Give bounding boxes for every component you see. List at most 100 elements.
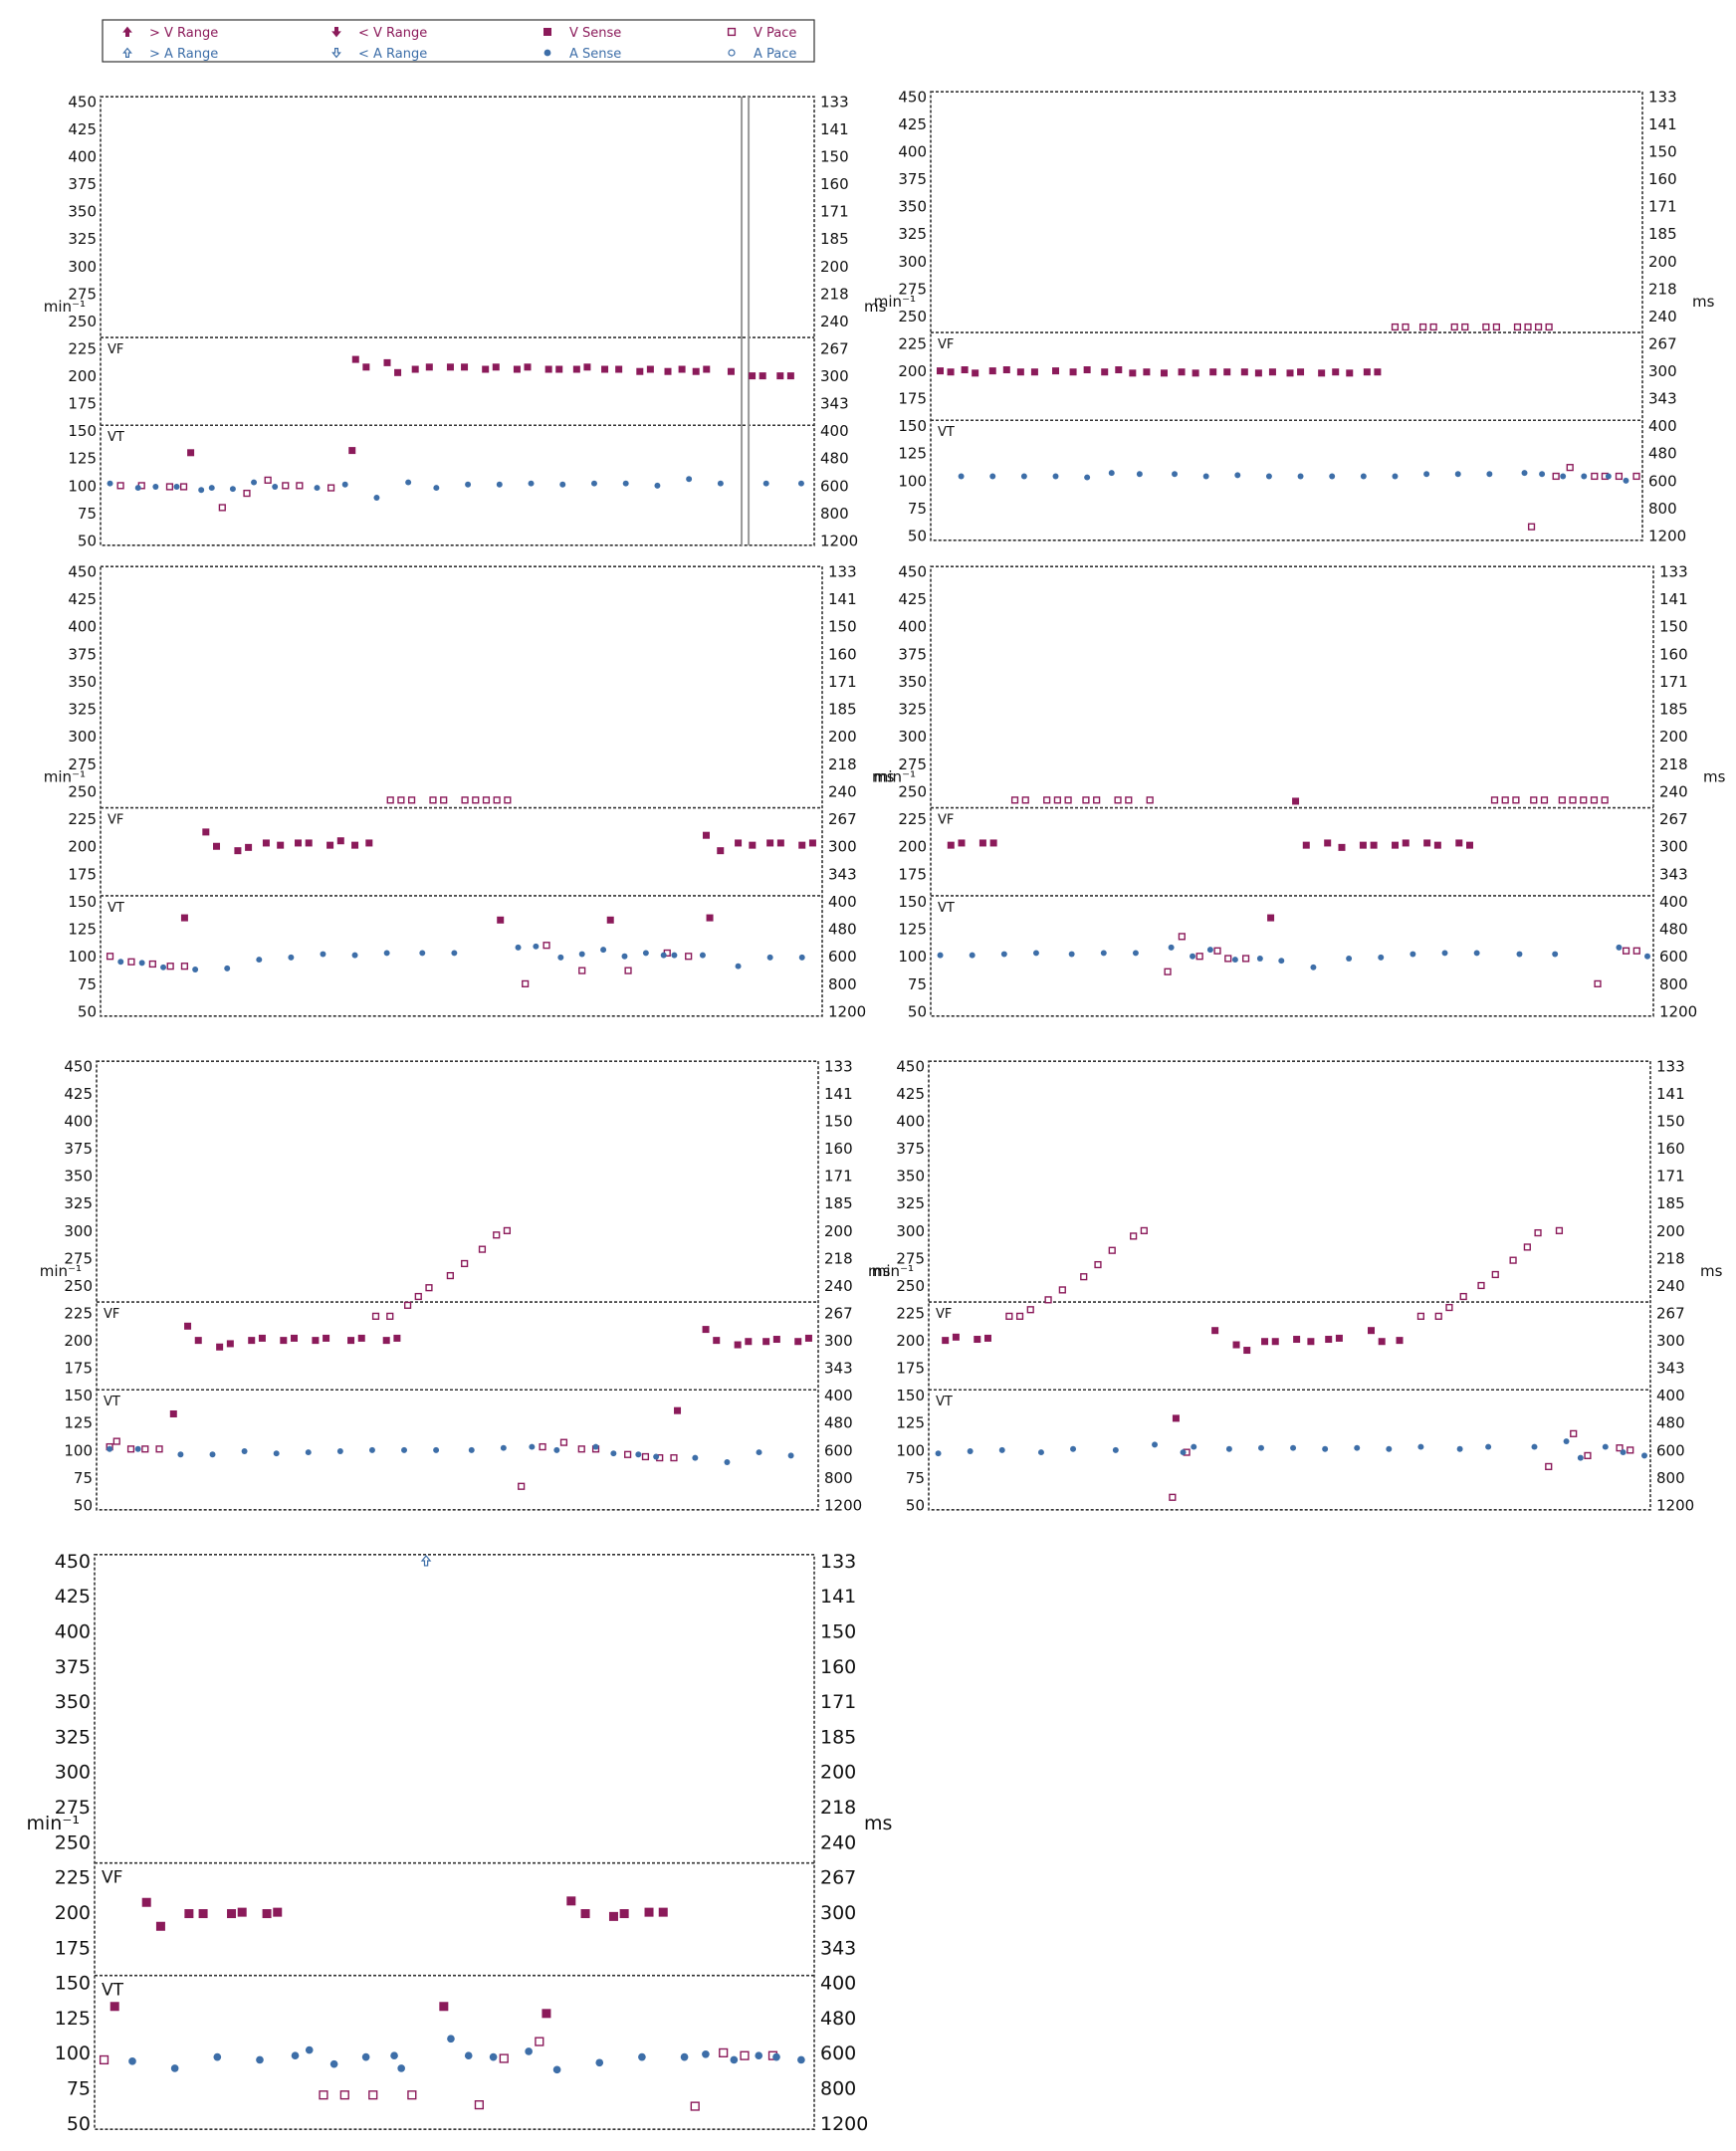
- v-pace-marker: [1005, 1312, 1013, 1320]
- v-pace-marker: [1555, 1226, 1564, 1234]
- right-tick-label: 343: [1659, 865, 1688, 883]
- v-sense-marker: [776, 372, 784, 380]
- left-tick-label: 275: [68, 285, 97, 303]
- v-pace-marker: [407, 796, 416, 804]
- v-sense-marker: [978, 839, 986, 847]
- left-tick-label: 100: [896, 1441, 925, 1459]
- a-pace-marker: [728, 49, 736, 57]
- v-sense-marker: [187, 449, 195, 457]
- a-sense-marker: [998, 1446, 1005, 1453]
- a-sense-marker: [305, 1449, 312, 1456]
- gt-a-range-marker: [122, 47, 132, 58]
- v-sense-marker: [952, 1333, 960, 1341]
- right-tick-label: 160: [1656, 1140, 1685, 1158]
- left-tick-label: 225: [898, 810, 927, 828]
- a-sense-marker: [1623, 477, 1629, 484]
- v-pace-marker: [1622, 947, 1630, 955]
- v-sense-marker: [543, 28, 551, 36]
- v-sense-marker: [1261, 1338, 1269, 1346]
- v-sense-marker: [383, 358, 391, 366]
- v-pace-marker: [1044, 1296, 1052, 1304]
- v-sense-marker: [1209, 368, 1217, 376]
- v-sense-marker: [947, 841, 955, 849]
- a-sense-marker: [272, 484, 279, 490]
- right-tick-label: 150: [820, 148, 849, 166]
- v-pace-marker: [1569, 796, 1577, 804]
- left-tick-label: 150: [898, 417, 927, 435]
- v-pace-marker: [1391, 323, 1400, 331]
- left-tick-label: 375: [68, 175, 97, 193]
- gt-a-range-marker: [420, 1555, 432, 1567]
- a-sense-marker: [935, 1450, 942, 1457]
- a-sense-marker: [1322, 1445, 1329, 1452]
- v-pace-marker: [1570, 1429, 1578, 1437]
- right-axis-unit: ms: [864, 1813, 892, 1834]
- a-sense-marker: [1202, 473, 1209, 480]
- a-sense-marker: [622, 480, 629, 487]
- v-sense-marker: [615, 365, 623, 373]
- v-pace-marker: [1591, 472, 1599, 481]
- a-sense-marker: [1052, 473, 1059, 480]
- v-pace-marker: [624, 1450, 632, 1458]
- right-tick-label: 200: [1659, 728, 1688, 746]
- v-pace-marker: [1558, 796, 1566, 804]
- left-tick-label: 100: [898, 472, 927, 490]
- v-pace-marker: [1509, 1256, 1517, 1264]
- left-tick-label: 200: [898, 838, 927, 856]
- right-tick-label: 267: [828, 810, 857, 828]
- v-pace-marker: [112, 1437, 120, 1445]
- v-sense-marker: [1254, 369, 1262, 377]
- v-pace-marker: [371, 1312, 380, 1320]
- a-sense-marker: [447, 2035, 455, 2043]
- v-sense-marker: [664, 367, 672, 375]
- left-tick-label: 175: [896, 1360, 925, 1378]
- right-tick-label: 160: [1659, 645, 1688, 663]
- a-sense-marker: [1206, 947, 1213, 954]
- a-sense-marker: [1100, 950, 1107, 957]
- a-sense-marker: [1354, 1444, 1361, 1451]
- v-pace-marker: [1146, 796, 1154, 804]
- v-sense-marker: [1223, 368, 1231, 376]
- a-sense-marker: [635, 1451, 642, 1458]
- a-sense-marker: [1346, 955, 1353, 962]
- v-sense-marker: [1346, 369, 1354, 377]
- left-tick-label: 300: [55, 1762, 91, 1784]
- right-tick-label: 150: [820, 1620, 856, 1642]
- left-tick-label: 100: [898, 948, 927, 966]
- vf-zone-label: VF: [936, 1307, 952, 1322]
- a-sense-marker: [660, 952, 667, 959]
- v-sense-marker: [198, 1909, 208, 1919]
- a-sense-marker: [686, 476, 693, 483]
- v-sense-marker: [644, 1907, 654, 1917]
- left-tick-label: 50: [78, 1002, 97, 1020]
- a-sense-marker: [638, 2052, 646, 2061]
- v-sense-marker: [492, 363, 500, 371]
- v-pace-marker: [503, 1226, 512, 1234]
- right-tick-label: 218: [1656, 1249, 1685, 1267]
- a-sense-marker: [1310, 964, 1317, 970]
- v-sense-marker: [983, 1334, 991, 1342]
- v-pace-marker: [1140, 1226, 1148, 1234]
- right-tick-label: 150: [1648, 143, 1677, 161]
- a-sense-marker: [336, 1448, 343, 1454]
- v-pace-marker: [368, 2090, 378, 2100]
- v-sense-marker: [394, 368, 402, 376]
- v-pace-marker: [1632, 472, 1640, 481]
- v-sense-marker: [1143, 368, 1151, 376]
- left-tick-label: 175: [68, 865, 97, 883]
- right-tick-label: 480: [1656, 1414, 1685, 1432]
- v-sense-marker: [1267, 914, 1275, 922]
- right-axis-unit: ms: [1703, 767, 1726, 785]
- left-tick-label: 100: [64, 1441, 93, 1459]
- left-tick-label: 150: [68, 893, 97, 911]
- a-sense-marker: [1539, 471, 1546, 478]
- legend-label-vpace: V Pace: [754, 26, 796, 41]
- a-sense-marker: [730, 2055, 739, 2064]
- legend-label-vsense: V Sense: [569, 26, 621, 41]
- a-sense-marker: [134, 1445, 141, 1452]
- v-sense-marker: [248, 1337, 256, 1345]
- right-tick-label: 160: [824, 1140, 853, 1158]
- v-pace-marker: [1491, 1270, 1499, 1279]
- a-sense-marker: [160, 964, 167, 970]
